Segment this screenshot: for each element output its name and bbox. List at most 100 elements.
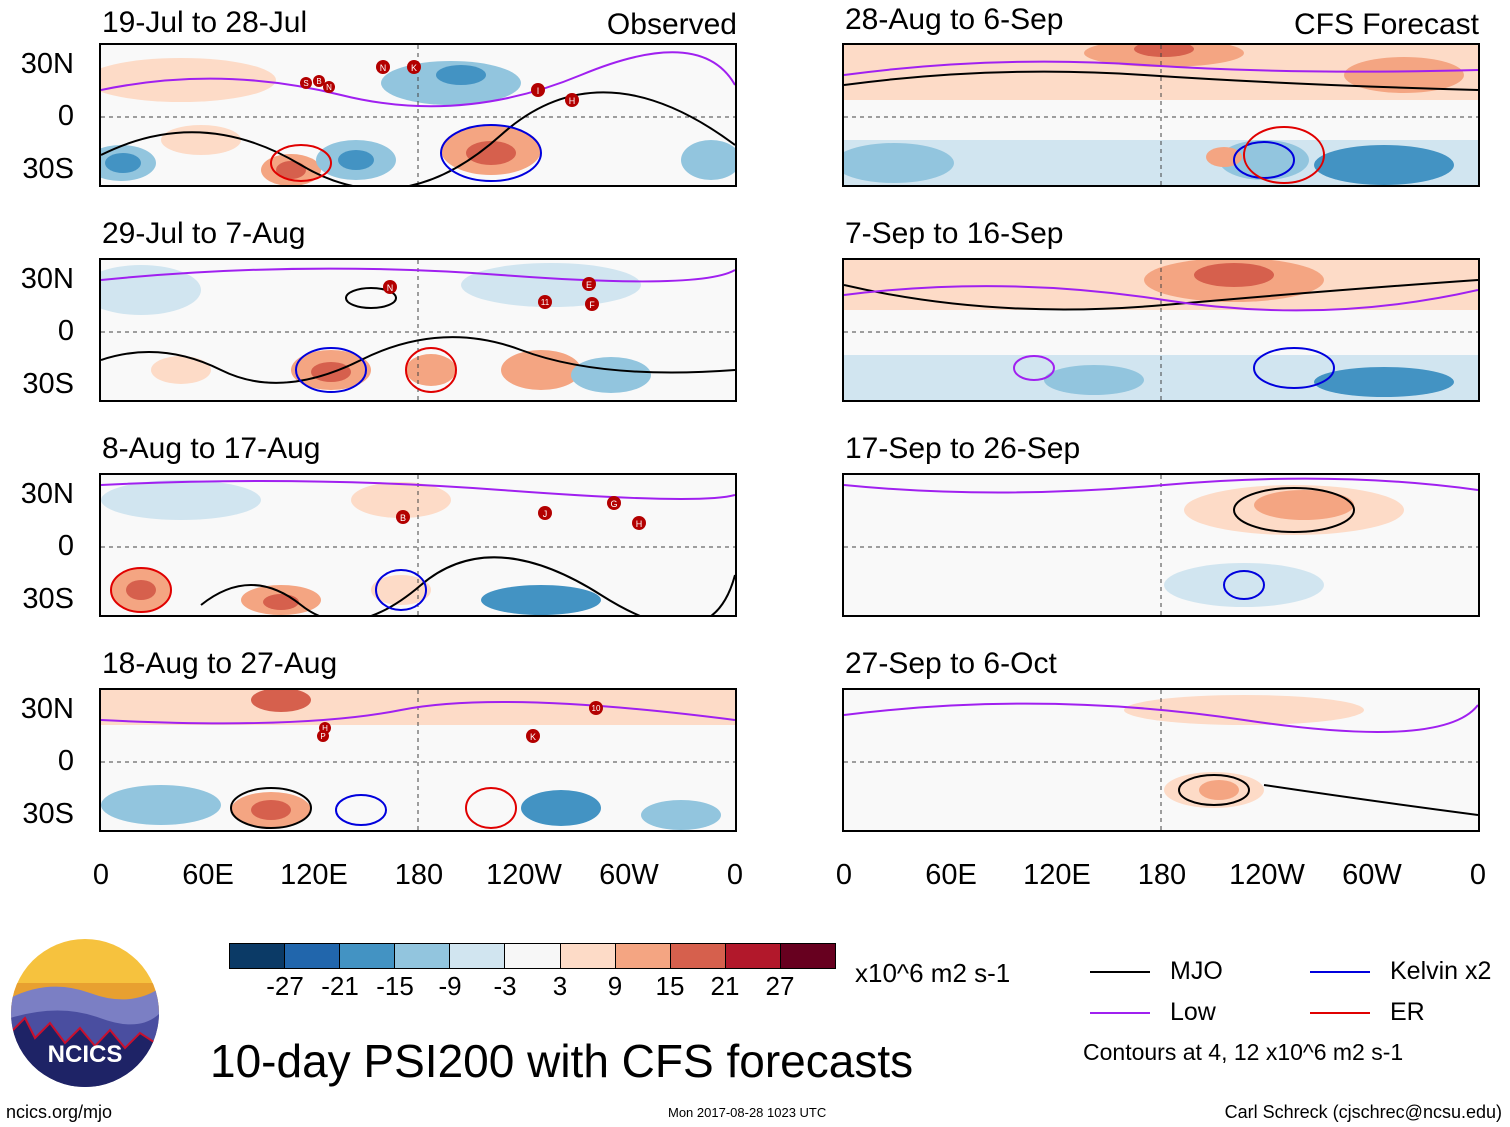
storm-icon: [313, 75, 325, 87]
x-tick-label: 60W: [599, 859, 659, 891]
x-tick-label: 60E: [182, 859, 234, 891]
svg-text:B: B: [400, 513, 406, 523]
storm-icon: [376, 60, 390, 74]
svg-text:N: N: [387, 283, 394, 293]
footer-url: ncics.org/mjo: [6, 1102, 113, 1122]
svg-text:H: H: [636, 519, 643, 529]
svg-text:H: H: [569, 96, 576, 106]
panel-title: 7-Sep to 16-Sep: [845, 217, 1064, 250]
svg-text:10: 10: [592, 704, 601, 713]
map-panel: [842, 688, 1480, 832]
panel-tag-forecast: CFS Forecast: [1293, 8, 1479, 41]
legend-line-kelvin: [1310, 971, 1370, 973]
storm-icon: [632, 516, 646, 530]
storm-icon: [589, 701, 603, 715]
panel-title: 19-Jul to 28-Jul: [102, 6, 308, 39]
footer-timestamp: Mon 2017-08-28 1023 UTC: [668, 1105, 827, 1120]
x-tick-label: 0: [726, 859, 744, 891]
x-tick-label: 120E: [1023, 859, 1091, 891]
storm-icon: [317, 730, 329, 742]
storm-icon: [407, 60, 421, 74]
map-panel: [842, 473, 1480, 617]
x-tick-label: 180: [1137, 859, 1187, 891]
main-title: 10-day PSI200 with CFS forecasts: [210, 1035, 914, 1087]
y-tick-label: 30S: [22, 798, 74, 830]
svg-text:E: E: [586, 280, 592, 290]
svg-text:I: I: [537, 86, 540, 96]
ncics-logo: NCICS: [10, 938, 160, 1088]
panel-tag-observed: Observed: [606, 8, 737, 41]
map-panel: [842, 258, 1480, 402]
legend-line-low: [1090, 1012, 1150, 1014]
anomaly-map: [844, 45, 1478, 185]
svg-text:S: S: [303, 79, 308, 88]
y-tick-label: 30S: [22, 368, 74, 400]
colorbar-label: 21: [710, 971, 740, 1001]
x-tick-label: 120W: [1229, 859, 1305, 891]
panel-title: 8-Aug to 17-Aug: [102, 432, 321, 465]
svg-text:J: J: [543, 509, 548, 519]
y-tick-label: 30N: [20, 263, 74, 295]
map-panel: B J G H: [99, 473, 737, 617]
legend-label-kelvin: Kelvin x2: [1390, 957, 1492, 985]
x-tick-label: 0: [1469, 859, 1487, 891]
y-tick-label: 0: [57, 530, 74, 562]
map-panel: N E 11 F: [99, 258, 737, 402]
panel-title: 28-Aug to 6-Sep: [845, 3, 1064, 36]
svg-text:11: 11: [541, 298, 550, 307]
y-tick-label: 0: [57, 745, 74, 777]
x-tick-label: 60E: [925, 859, 977, 891]
colorbar-label: 27: [765, 971, 795, 1001]
svg-text:K: K: [530, 732, 536, 742]
y-tick-label: 30S: [22, 583, 74, 615]
legend-line-mjo: [1090, 971, 1150, 973]
anomaly-map: 10 H P K: [101, 690, 735, 830]
colorbar-label: -15: [376, 971, 414, 1001]
svg-text:N: N: [326, 83, 332, 92]
x-tick-label: 180: [394, 859, 444, 891]
anomaly-map: B J G H: [101, 475, 735, 615]
map-panel: N K S B N I H: [99, 43, 737, 187]
storm-icon: [531, 83, 545, 97]
storm-icon: [538, 295, 552, 309]
storm-icon: [526, 729, 540, 743]
x-tick-label: 0: [835, 859, 853, 891]
y-tick-label: 0: [57, 315, 74, 347]
colorbar-label: 9: [607, 971, 623, 1001]
x-tick-label: 120E: [280, 859, 348, 891]
svg-text:F: F: [589, 300, 595, 310]
y-tick-label: 0: [57, 100, 74, 132]
anomaly-map: [844, 690, 1478, 830]
y-tick-label: 30N: [20, 478, 74, 510]
panel-title: 17-Sep to 26-Sep: [845, 432, 1081, 465]
x-tick-label: 0: [92, 859, 110, 891]
svg-text:B: B: [316, 77, 321, 86]
svg-text:G: G: [610, 499, 617, 509]
storm-icon: [300, 77, 312, 89]
colorbar-units: x10^6 m2 s-1: [855, 958, 1011, 988]
colorbar-label: -21: [321, 971, 359, 1001]
y-tick-label: 30N: [20, 48, 74, 80]
x-tick-label: 120W: [486, 859, 562, 891]
legend-label-low: Low: [1170, 998, 1216, 1026]
svg-text:K: K: [411, 63, 417, 73]
footer-author: Carl Schreck (cjschrec@ncsu.edu): [1224, 1102, 1502, 1122]
y-tick-label: 30N: [20, 693, 74, 725]
y-tick-label: 30S: [22, 153, 74, 185]
anomaly-map: [844, 475, 1478, 615]
storm-icon: [582, 277, 596, 291]
legend-line-er: [1310, 1012, 1370, 1014]
anomaly-map: N E 11 F: [101, 260, 735, 400]
storm-icon: [323, 81, 335, 93]
storm-icon: [585, 297, 599, 311]
svg-text:P: P: [320, 732, 325, 741]
svg-text:N: N: [380, 63, 387, 73]
colorbar-label: 3: [552, 971, 568, 1001]
logo-text: NCICS: [48, 1041, 123, 1068]
svg-text:H: H: [322, 724, 328, 733]
storm-icon: [607, 496, 621, 510]
colorbar-label: -9: [438, 971, 462, 1001]
panel-title: 27-Sep to 6-Oct: [845, 647, 1057, 680]
colorbar: [229, 943, 836, 969]
colorbar-label: -27: [266, 971, 304, 1001]
